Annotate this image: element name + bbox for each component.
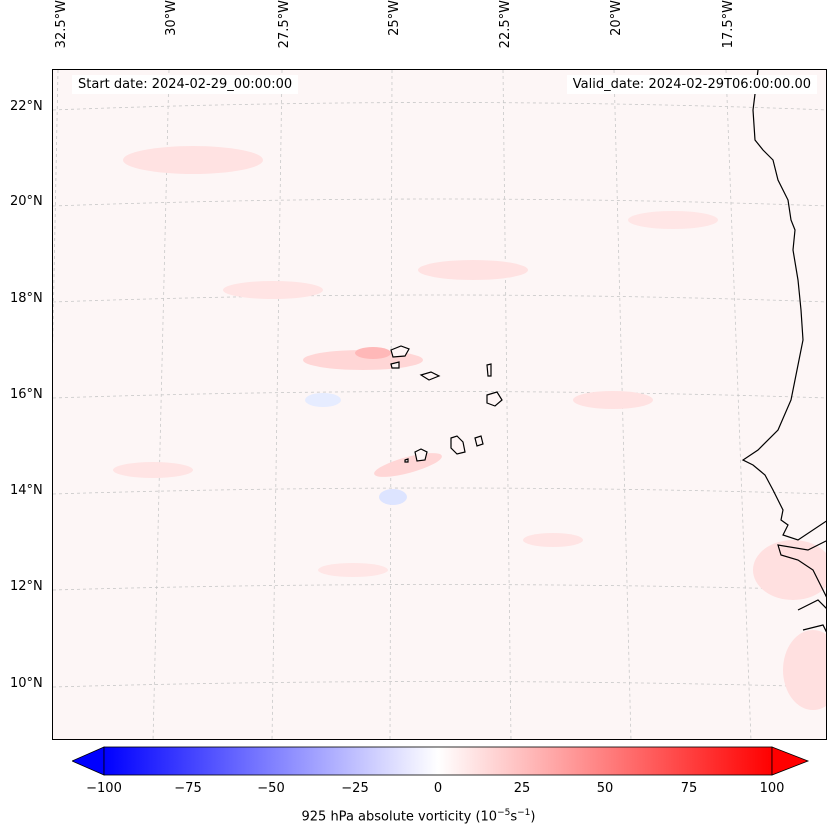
lat-label-10n: 10°N: [10, 676, 43, 691]
cape-verde-islands: [390, 345, 503, 463]
start-date-label: Start date: 2024-02-29_00:00:00: [72, 75, 299, 94]
colorbar-min-extend: [72, 746, 105, 776]
lat-label-16n: 16°N: [10, 387, 43, 402]
colorbar-tick-75: 75: [680, 781, 698, 796]
lon-label-27.5w: 27.5°W: [277, 0, 292, 49]
lat-label-18n: 18°N: [10, 291, 43, 306]
colorbar-tick-50: 50: [596, 781, 614, 796]
colorbar-tick-m25: −25: [341, 781, 369, 796]
vorticity-map: [52, 69, 827, 740]
lon-label-25w: 25°W: [387, 0, 402, 36]
colorbar-tick-25: 25: [513, 781, 531, 796]
lon-label-30w: 30°W: [164, 0, 179, 36]
colorbar: [72, 746, 810, 776]
colorbar-max-extend: [771, 746, 810, 776]
colorbar-label: 925 hPa absolute vorticity (10−5s−1): [0, 808, 837, 824]
lat-label-12n: 12°N: [10, 579, 43, 594]
colorbar-tick-100: 100: [759, 781, 785, 796]
lon-label-20w: 20°W: [609, 0, 624, 36]
colorbar-label-exp2: −1: [517, 808, 531, 818]
lon-label-17.5w: 17.5°W: [721, 0, 736, 49]
valid-date-label: Valid_date: 2024-02-29T06:00:00.00: [566, 75, 817, 94]
coastline: [741, 70, 826, 633]
colorbar-gradient: [103, 746, 773, 776]
colorbar-tick-m50: −50: [257, 781, 285, 796]
lat-label-22n: 22°N: [10, 99, 43, 114]
colorbar-tick-m75: −75: [174, 781, 202, 796]
vorticity-field: [113, 146, 826, 710]
colorbar-label-close: ): [530, 809, 536, 825]
graticule: [53, 70, 826, 739]
colorbar-label-main: 925 hPa absolute vorticity (10: [301, 809, 498, 825]
colorbar-tick-m100: −100: [86, 781, 122, 796]
colorbar-tick-0: 0: [433, 781, 443, 796]
map-canvas: [53, 70, 826, 739]
lat-label-14n: 14°N: [10, 483, 43, 498]
lat-label-20n: 20°N: [10, 194, 43, 209]
lon-label-32.5w: 32.5°W: [54, 0, 69, 49]
colorbar-label-exp1: −5: [497, 808, 511, 818]
lon-label-22.5w: 22.5°W: [498, 0, 513, 49]
colorbar-label-unit: s: [510, 809, 518, 825]
